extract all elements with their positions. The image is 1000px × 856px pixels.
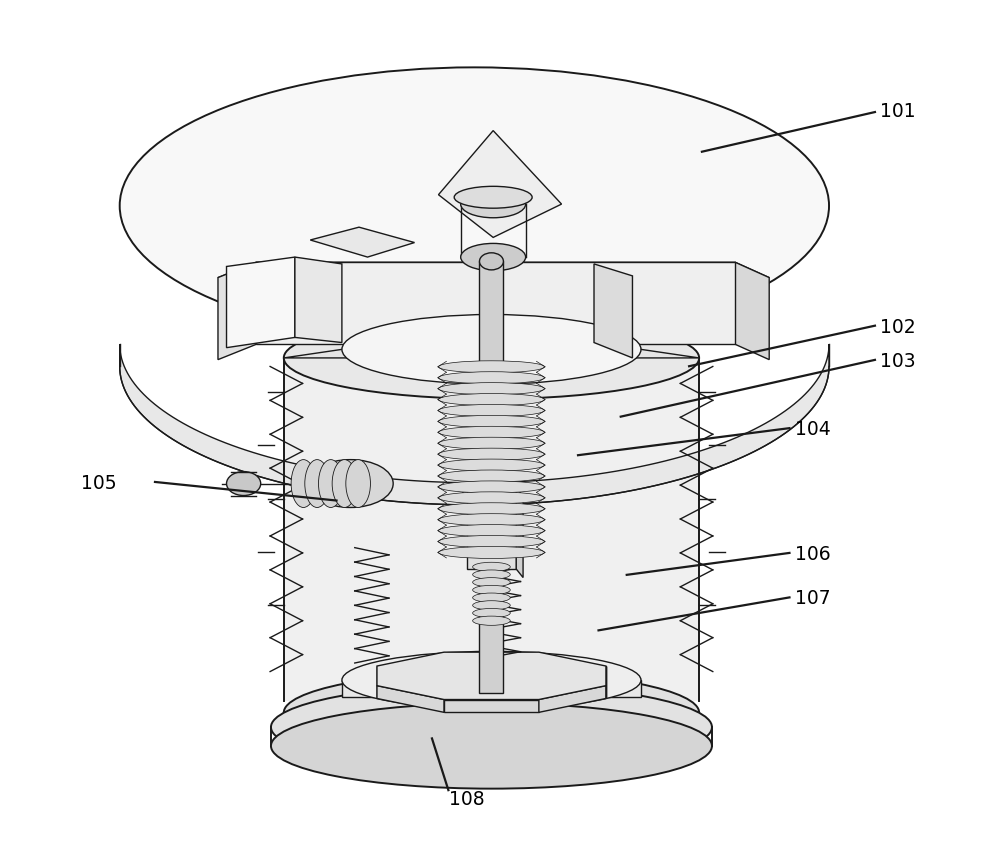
Ellipse shape (438, 449, 544, 461)
Ellipse shape (342, 651, 641, 709)
Ellipse shape (318, 460, 343, 508)
Polygon shape (444, 699, 539, 712)
Polygon shape (467, 488, 516, 569)
Ellipse shape (438, 502, 544, 514)
Ellipse shape (473, 593, 510, 603)
Ellipse shape (438, 492, 544, 504)
Ellipse shape (473, 570, 510, 580)
Ellipse shape (438, 383, 544, 395)
Polygon shape (256, 262, 735, 344)
Polygon shape (284, 358, 699, 701)
Ellipse shape (438, 394, 544, 406)
Text: 103: 103 (880, 352, 916, 371)
Ellipse shape (454, 187, 532, 208)
Polygon shape (218, 262, 256, 360)
Ellipse shape (120, 68, 829, 344)
Ellipse shape (438, 546, 544, 558)
Ellipse shape (438, 481, 544, 493)
Ellipse shape (473, 562, 510, 572)
Polygon shape (516, 488, 523, 578)
Ellipse shape (473, 616, 510, 626)
Ellipse shape (308, 460, 393, 508)
Text: 108: 108 (449, 790, 484, 809)
Polygon shape (479, 261, 503, 693)
Ellipse shape (438, 437, 544, 449)
Ellipse shape (438, 470, 544, 482)
Ellipse shape (342, 314, 641, 384)
Ellipse shape (284, 317, 699, 399)
Ellipse shape (461, 190, 526, 217)
Polygon shape (539, 686, 606, 712)
Ellipse shape (438, 536, 544, 548)
Polygon shape (284, 349, 699, 358)
Ellipse shape (473, 601, 510, 610)
Polygon shape (594, 264, 632, 358)
Polygon shape (227, 257, 295, 348)
Ellipse shape (305, 460, 329, 508)
Ellipse shape (332, 460, 357, 508)
Ellipse shape (271, 685, 712, 770)
Text: 107: 107 (795, 590, 830, 609)
Text: 101: 101 (880, 103, 916, 122)
Polygon shape (342, 681, 641, 697)
Ellipse shape (473, 609, 510, 618)
Ellipse shape (479, 253, 503, 270)
Ellipse shape (438, 459, 544, 471)
Ellipse shape (438, 514, 544, 526)
Text: 104: 104 (795, 420, 831, 439)
Polygon shape (377, 652, 606, 699)
Ellipse shape (438, 525, 544, 537)
Polygon shape (735, 262, 769, 360)
Ellipse shape (271, 703, 712, 788)
Ellipse shape (461, 243, 526, 270)
Polygon shape (438, 131, 562, 237)
Polygon shape (460, 488, 523, 496)
Text: 105: 105 (81, 474, 117, 493)
Ellipse shape (473, 578, 510, 587)
Ellipse shape (284, 672, 699, 753)
Ellipse shape (473, 586, 510, 595)
Ellipse shape (438, 405, 544, 417)
Ellipse shape (438, 360, 544, 373)
Polygon shape (295, 257, 342, 342)
Ellipse shape (346, 460, 370, 508)
Ellipse shape (438, 415, 544, 427)
Ellipse shape (227, 472, 261, 496)
Polygon shape (218, 262, 769, 277)
Ellipse shape (438, 372, 544, 383)
Ellipse shape (291, 460, 316, 508)
Polygon shape (377, 686, 444, 712)
Text: 102: 102 (880, 318, 916, 336)
Ellipse shape (438, 426, 544, 438)
Text: 106: 106 (795, 545, 830, 564)
Polygon shape (310, 227, 415, 257)
Polygon shape (120, 344, 829, 505)
